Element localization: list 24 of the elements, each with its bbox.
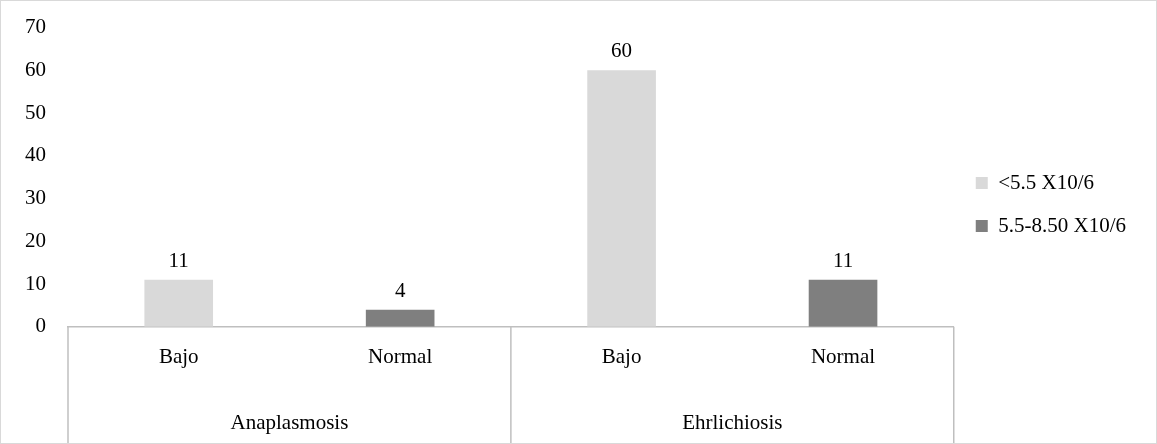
y-tick-label: 0 [35, 313, 46, 338]
y-tick-label: 60 [25, 56, 46, 81]
x-tick-label: Bajo [158, 343, 199, 368]
data-label: 60 [611, 38, 633, 63]
y-tick-label: 70 [25, 14, 46, 39]
x-tick-label: Normal [810, 343, 876, 368]
text: Anaplasmosis [230, 409, 349, 434]
legend-label: <5.5 X10/6 [998, 169, 1095, 194]
text: Ehrlichiosis [682, 409, 783, 434]
y-tick-label: 10 [25, 270, 46, 295]
y-tick-label: 50 [25, 99, 46, 124]
y-tick-label: 30 [25, 185, 46, 210]
bar [365, 309, 435, 327]
y-tick-label: 40 [25, 142, 46, 167]
x-tick-label: Bajo [601, 343, 642, 368]
bar [587, 70, 656, 327]
legend-label: 5.5-8.50 X10/6 [998, 212, 1127, 237]
y-tick-label: 20 [25, 227, 46, 252]
x-tick-label: Normal [368, 343, 433, 368]
data-label: 11 [168, 247, 189, 272]
bar [144, 279, 214, 327]
bar [808, 279, 878, 327]
data-label: 11 [832, 247, 854, 272]
data-label: 4 [394, 277, 406, 302]
